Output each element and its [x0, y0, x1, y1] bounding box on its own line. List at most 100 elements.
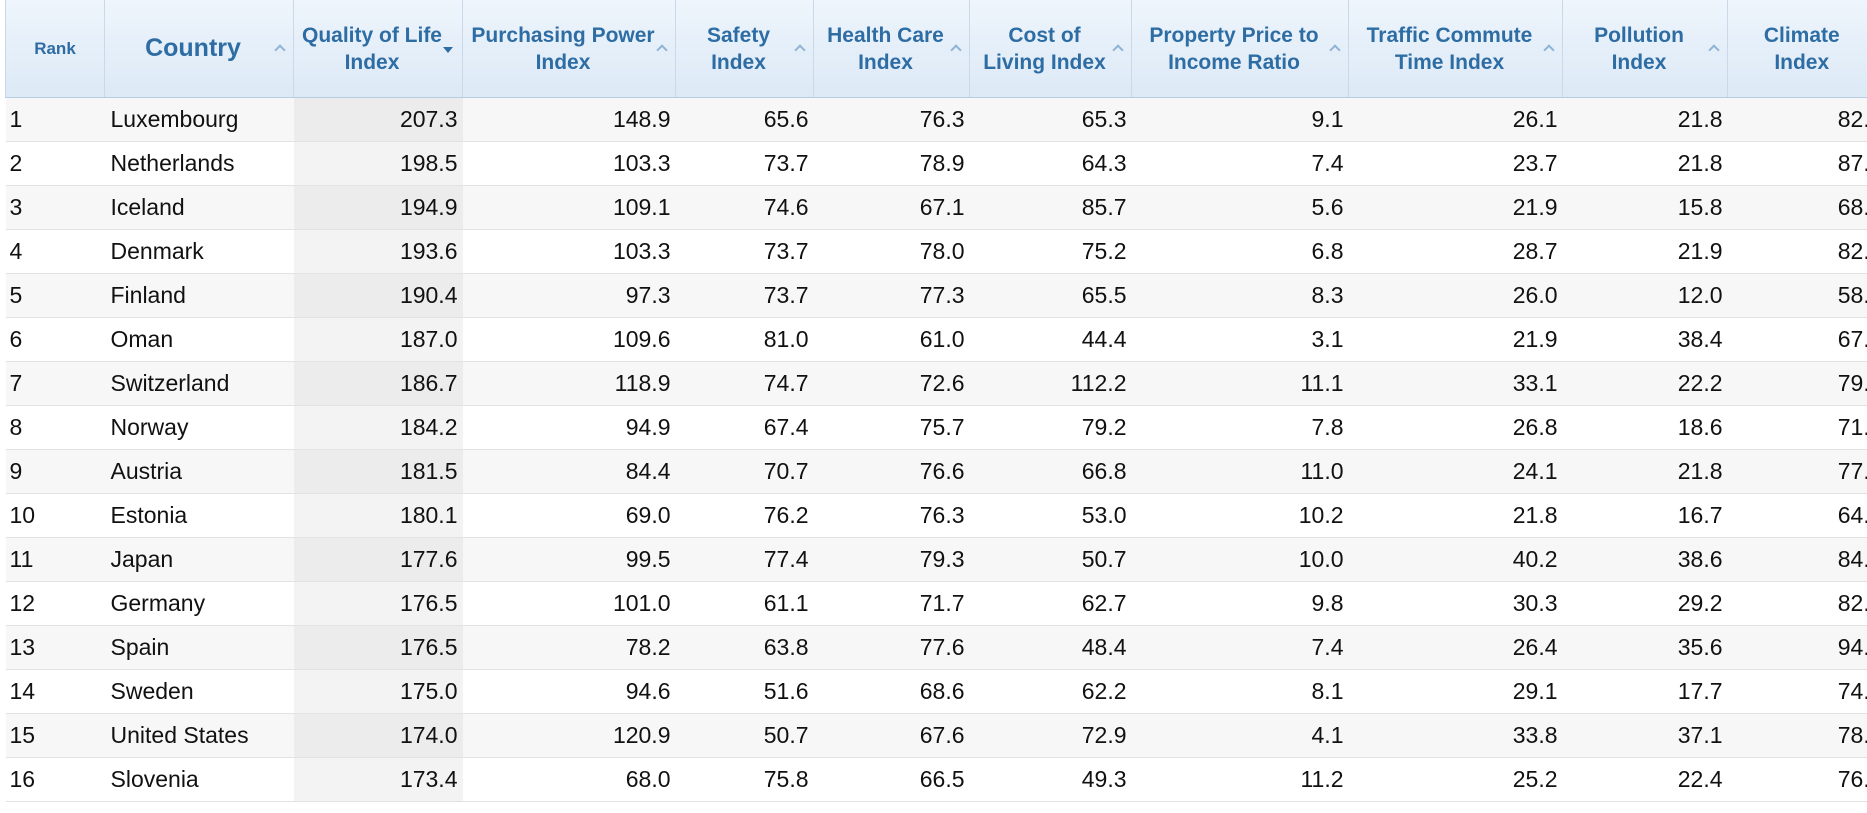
table-cell: 37.1	[1562, 713, 1728, 758]
table-cell: 78.0	[813, 229, 970, 274]
table-cell: 21.8	[1348, 493, 1563, 538]
table-cell: 5	[5, 273, 105, 318]
table-row: 6 Oman 187.0 109.6 81.0 61.0 44.4 3.1 21.9 38.4 67…	[5, 317, 1867, 362]
table-cell: 74.6	[675, 185, 814, 230]
table-cell: 82.7	[1727, 581, 1867, 626]
table-cell: 77.6	[813, 625, 970, 670]
table-cell: 11	[5, 537, 105, 582]
table-cell: 16.7	[1562, 493, 1728, 538]
table-cell: 58.9	[1727, 273, 1867, 318]
table-cell: 78.9	[813, 141, 970, 186]
table-cell: 12	[5, 581, 105, 626]
table-cell: 103.3	[462, 229, 676, 274]
column-header[interactable]: Cost of Living Index	[969, 0, 1132, 98]
table-cell: 21.8	[1562, 449, 1728, 494]
table-cell: 194.9	[293, 185, 463, 230]
table-cell: 3	[5, 185, 105, 230]
header-row: Rank Country Quality of Life Index Purchasi…	[5, 0, 1867, 98]
table-cell: 67.6	[813, 713, 970, 758]
table-cell: 67.2	[1727, 317, 1867, 362]
table-cell: 65.5	[969, 273, 1132, 318]
table-cell: 79.3	[813, 537, 970, 582]
table-cell: 21.9	[1348, 317, 1563, 362]
table-cell: 190.4	[293, 273, 463, 318]
table-cell: 181.5	[293, 449, 463, 494]
table-cell: 50.7	[675, 713, 814, 758]
table-cell: 33.1	[1348, 361, 1563, 406]
table-cell: 76.3	[813, 97, 970, 142]
table-cell: 71.7	[813, 581, 970, 626]
table-cell: 74.7	[675, 361, 814, 406]
table-cell: 94.6	[462, 669, 676, 714]
table-cell: Switzerland	[104, 361, 294, 406]
table-cell: 21.8	[1562, 141, 1728, 186]
table-cell: 12.0	[1562, 273, 1728, 318]
table-cell: Estonia	[104, 493, 294, 538]
table-cell: 64.3	[1727, 493, 1867, 538]
column-header[interactable]: Country	[104, 0, 294, 98]
table-cell: 61.0	[813, 317, 970, 362]
table-cell: Iceland	[104, 185, 294, 230]
table-cell: 71.4	[1727, 405, 1867, 450]
table-cell: 64.3	[969, 141, 1132, 186]
table-row: 15 United States 174.0 120.9 50.7 67.6 72.9 4.1…	[5, 713, 1867, 758]
table-cell: 14	[5, 669, 105, 714]
table-cell: 53.0	[969, 493, 1132, 538]
table-cell: 51.6	[675, 669, 814, 714]
column-header[interactable]: Climate Index	[1727, 0, 1867, 98]
table-cell: 65.6	[675, 97, 814, 142]
table-cell: 177.6	[293, 537, 463, 582]
table-cell: 184.2	[293, 405, 463, 450]
table-cell: 17.7	[1562, 669, 1728, 714]
table-cell: 2	[5, 141, 105, 186]
table-cell: 193.6	[293, 229, 463, 274]
column-header[interactable]: Safety Index	[675, 0, 814, 98]
column-header[interactable]: Traffic Commute Time Index	[1348, 0, 1563, 98]
table-cell: 62.2	[969, 669, 1132, 714]
column-header[interactable]: Rank	[5, 0, 105, 98]
column-header[interactable]: Property Price to Income Ratio	[1131, 0, 1349, 98]
table-cell: 76.1	[1727, 757, 1867, 802]
table-cell: 66.8	[969, 449, 1132, 494]
table-cell: 82.6	[1727, 97, 1867, 142]
table-cell: 72.9	[969, 713, 1132, 758]
table-cell: Denmark	[104, 229, 294, 274]
table-cell: 13	[5, 625, 105, 670]
table-row: 13 Spain 176.5 78.2 63.8 77.6 48.4 7.4 26.4 35.6 9…	[5, 625, 1867, 670]
table-row: 16 Slovenia 173.4 68.0 75.8 66.5 49.3 11.2 25.2 2…	[5, 757, 1867, 802]
table-cell: 29.1	[1348, 669, 1563, 714]
table-cell: 10.2	[1131, 493, 1349, 538]
table-cell: 94.9	[462, 405, 676, 450]
table-cell: 72.6	[813, 361, 970, 406]
table-row: 5 Finland 190.4 97.3 73.7 77.3 65.5 8.3 26.0 12.0…	[5, 273, 1867, 318]
table-cell: 94.4	[1727, 625, 1867, 670]
table-cell: 22.4	[1562, 757, 1728, 802]
table-row: 4 Denmark 193.6 103.3 73.7 78.0 75.2 6.8 28.7 21.…	[5, 229, 1867, 274]
table-cell: Spain	[104, 625, 294, 670]
table-row: 10 Estonia 180.1 69.0 76.2 76.3 53.0 10.2 21.8 16…	[5, 493, 1867, 538]
table-cell: 97.3	[462, 273, 676, 318]
table-cell: 16	[5, 757, 105, 802]
table-cell: Finland	[104, 273, 294, 318]
table-cell: 21.9	[1562, 229, 1728, 274]
column-header[interactable]: Health Care Index	[813, 0, 970, 98]
table-cell: 76.6	[813, 449, 970, 494]
table-cell: 21.9	[1348, 185, 1563, 230]
table-cell: 85.7	[969, 185, 1132, 230]
table-cell: 109.6	[462, 317, 676, 362]
table-cell: Netherlands	[104, 141, 294, 186]
column-header[interactable]: Pollution Index	[1562, 0, 1728, 98]
table-cell: 38.6	[1562, 537, 1728, 582]
table-cell: Germany	[104, 581, 294, 626]
table-cell: 187.0	[293, 317, 463, 362]
table-cell: 78.9	[1727, 713, 1867, 758]
table-cell: 75.7	[813, 405, 970, 450]
table-cell: 103.3	[462, 141, 676, 186]
table-cell: 198.5	[293, 141, 463, 186]
column-header[interactable]: Purchasing Power Index	[462, 0, 676, 98]
table-cell: 18.6	[1562, 405, 1728, 450]
table-cell: 65.3	[969, 97, 1132, 142]
table-cell: 77.4	[675, 537, 814, 582]
column-header[interactable]: Quality of Life Index	[293, 0, 463, 98]
table-cell: 173.4	[293, 757, 463, 802]
